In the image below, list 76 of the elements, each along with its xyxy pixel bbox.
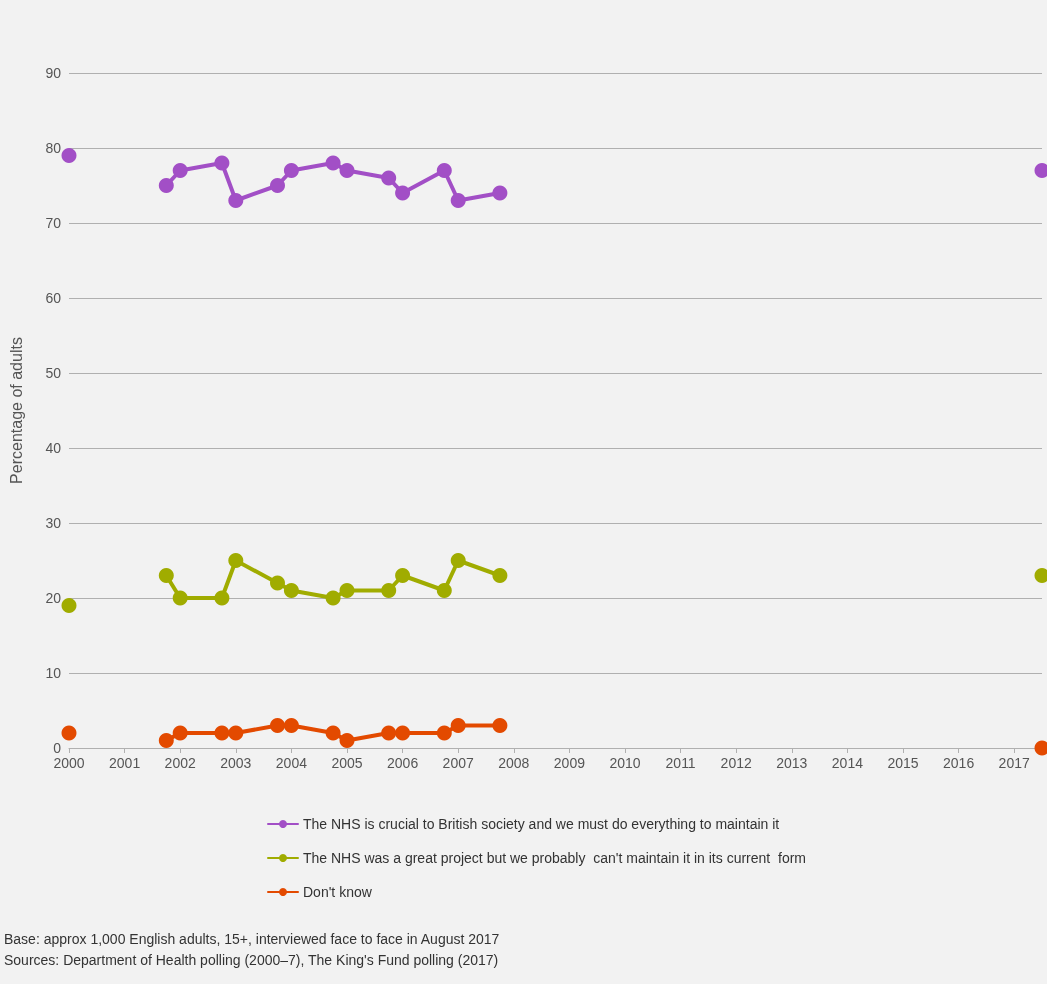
- point: [492, 718, 508, 733]
- x-tick-label: 2015: [887, 755, 919, 771]
- x-tick-label: 2012: [720, 755, 752, 771]
- point: [283, 163, 299, 178]
- x-tick-label: 2004: [275, 755, 308, 771]
- x-tick-label: 2011: [665, 755, 696, 771]
- point: [450, 193, 466, 208]
- y-tick-label: 30: [45, 515, 62, 531]
- point: [325, 590, 341, 606]
- point: [172, 163, 188, 178]
- point: [61, 148, 77, 163]
- x-tick-label: 2000: [53, 755, 85, 771]
- point: [436, 163, 452, 178]
- point: [339, 583, 355, 598]
- y-tick-label: 40: [45, 440, 62, 456]
- point: [436, 583, 452, 598]
- point: [436, 725, 452, 741]
- y-tick-label: 80: [45, 140, 62, 156]
- x-tick-label: 2001: [109, 755, 141, 771]
- y-tick-label: 10: [45, 665, 62, 681]
- point: [395, 568, 411, 583]
- point: [172, 590, 188, 606]
- point: [381, 170, 397, 186]
- point: [158, 568, 174, 583]
- y-axis-title: Percentage of adults: [7, 337, 25, 484]
- point: [61, 725, 77, 741]
- y-tick-label: 70: [45, 215, 62, 231]
- y-tick-label: 60: [45, 290, 62, 306]
- point: [339, 163, 355, 178]
- point: [325, 725, 341, 741]
- x-tick-label: 2005: [331, 755, 363, 771]
- legend-label: Don't know: [303, 884, 373, 900]
- point: [492, 568, 508, 583]
- point: [450, 553, 466, 568]
- point: [395, 185, 411, 201]
- legend-label: The NHS was a great project but we probably can't maintain it in its current form: [303, 850, 807, 866]
- point: [214, 155, 230, 171]
- y-tick-label: 90: [45, 65, 62, 81]
- point: [325, 155, 341, 171]
- point: [450, 718, 466, 733]
- point: [381, 583, 397, 598]
- point: [381, 725, 397, 741]
- x-tick-label: 2003: [220, 755, 252, 771]
- x-tick-label: 2013: [776, 755, 808, 771]
- point: [158, 178, 174, 193]
- point: [283, 583, 299, 598]
- point: [228, 553, 244, 568]
- point: [61, 598, 77, 613]
- point: [492, 185, 508, 201]
- point: [158, 733, 174, 748]
- point: [228, 725, 244, 741]
- x-tick-label: 2006: [387, 755, 419, 771]
- x-tick-label: 2007: [442, 755, 474, 771]
- y-tick-label: 0: [53, 740, 62, 756]
- x-tick-label: 2009: [553, 755, 586, 771]
- x-tick-label: 2014: [831, 755, 864, 771]
- text: Base: approx 1,000 English adults, 15+, interviewed face to face in August 2017: [4, 931, 500, 947]
- legend-label: The NHS is crucial to British society and we must do everything to maintain it: [303, 816, 780, 832]
- point: [270, 718, 285, 733]
- x-tick-label: 2008: [498, 755, 530, 771]
- point: [214, 725, 230, 741]
- y-tick-label: 50: [45, 365, 62, 381]
- point: [283, 718, 299, 733]
- point: [339, 733, 355, 748]
- x-tick-label: 2016: [943, 755, 975, 771]
- point: [270, 575, 285, 591]
- source-note: Sources: Department of Health polling (2000–7), The King's Fund polling (2017): [4, 952, 499, 968]
- x-tick-label: 2002: [164, 755, 196, 771]
- x-tick-label: 2017: [998, 755, 1030, 771]
- x-tick-label: 2010: [609, 755, 641, 771]
- point: [395, 725, 411, 741]
- point: [270, 178, 285, 193]
- y-tick-label: 20: [45, 590, 62, 606]
- point: [214, 590, 230, 606]
- point: [228, 193, 244, 208]
- point: [172, 725, 188, 741]
